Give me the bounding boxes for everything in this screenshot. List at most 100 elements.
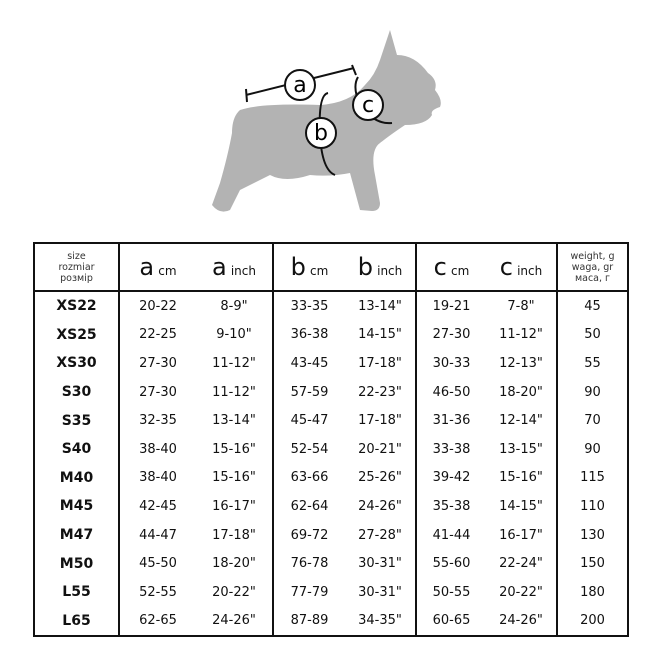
cell-weight: 90: [584, 384, 601, 400]
cell-size: M50: [34, 549, 120, 578]
cell-a-cm: 27-30: [139, 355, 177, 371]
cell-weight: 55: [584, 355, 601, 371]
cell-b-cm: 52-54: [290, 441, 329, 457]
cell-b-inch: 22-23": [345, 377, 417, 407]
cell-weight: 180: [580, 584, 605, 600]
table-row: M50 45-50 18-20" 76-78 30-31" 55-60 22-24" 150: [34, 549, 628, 578]
cell-a-inch: 13-14": [196, 406, 274, 435]
cell-a-cm: 20-22: [139, 298, 177, 314]
cell-b-cm: 77-79: [290, 584, 329, 600]
cell-c-cm: 39-42: [432, 470, 471, 486]
table-row: M47 44-47 17-18" 69-72 27-28" 41-44 16-17" 130: [34, 520, 628, 550]
cell-size: XS22: [34, 291, 120, 321]
cell-size: M47: [34, 520, 120, 550]
cell-b-inch: 27-28": [345, 520, 417, 550]
svg-text:b: b: [314, 121, 328, 146]
cell-size: S30: [34, 377, 120, 407]
cell-a-cm: 32-35: [139, 413, 177, 429]
cell-c-inch: 12-14": [486, 406, 558, 435]
cell-a-inch: 15-16": [196, 434, 274, 464]
cell-b-inch: 17-18": [345, 349, 417, 378]
cell-c-cm: 50-55: [432, 584, 471, 600]
table-row: S40 38-40 15-16" 52-54 20-21" 33-38 13-15" 90: [34, 434, 628, 464]
cell-c-cm: 19-21: [432, 298, 471, 314]
cell-a-inch: 15-16": [196, 463, 274, 493]
label-c-icon: c: [352, 89, 384, 121]
cell-size: M45: [34, 492, 120, 521]
cell-a-cm: 52-55: [139, 584, 177, 600]
table-row: L55 52-55 20-22" 77-79 30-31" 50-55 20-22" 180: [34, 577, 628, 607]
header-c-inch: c inch: [486, 243, 558, 292]
cell-weight: 110: [580, 498, 605, 514]
cell-a-inch: 9-10": [196, 320, 274, 350]
cell-c-inch: 13-15": [486, 434, 558, 464]
table-row: M40 38-40 15-16" 63-66 25-26" 39-42 15-16" 115: [34, 463, 628, 493]
cell-c-inch: 16-17": [486, 520, 558, 550]
cell-weight: 70: [584, 413, 601, 429]
cell-a-cm: 45-50: [139, 556, 177, 572]
header-a-inch: a inch: [196, 243, 274, 292]
header-c-cm: c cm: [416, 243, 486, 292]
cell-c-inch: 24-26": [486, 606, 558, 637]
cell-weight: 90: [584, 441, 601, 457]
cell-b-cm: 62-64: [290, 498, 329, 514]
cell-b-inch: 17-18": [345, 406, 417, 435]
cell-b-cm: 87-89: [290, 613, 329, 629]
cell-size: XS30: [34, 349, 120, 378]
table-row: XS25 22-25 9-10" 36-38 14-15" 27-30 11-12" 50: [34, 320, 628, 350]
cell-b-inch: 13-14": [345, 291, 417, 321]
header-b-inch: b inch: [345, 243, 417, 292]
table-row: XS30 27-30 11-12" 43-45 17-18" 30-33 12-13" 55: [34, 349, 628, 378]
cell-b-inch: 34-35": [345, 606, 417, 637]
cell-a-cm: 62-65: [139, 613, 177, 629]
cell-c-inch: 18-20": [486, 377, 558, 407]
cell-a-inch: 24-26": [196, 606, 274, 637]
cell-size: L55: [34, 577, 120, 607]
cell-a-inch: 20-22": [196, 577, 274, 607]
cell-c-inch: 20-22": [486, 577, 558, 607]
cell-weight: 130: [580, 527, 605, 543]
cell-weight: 200: [580, 613, 605, 629]
cell-b-cm: 63-66: [290, 470, 329, 486]
cell-a-inch: 11-12": [196, 377, 274, 407]
cell-c-cm: 33-38: [432, 441, 471, 457]
cell-c-inch: 12-13": [486, 349, 558, 378]
header-row: size rozmiar розмір a cm a inch b cm b inc…: [34, 243, 628, 292]
table-row: S35 32-35 13-14" 45-47 17-18" 31-36 12-14" 70: [34, 406, 628, 435]
cell-a-cm: 42-45: [139, 498, 177, 514]
header-size: size rozmiar розмір: [34, 243, 120, 292]
header-b-cm: b cm: [273, 243, 345, 292]
label-a-icon: a: [284, 69, 316, 101]
cell-b-inch: 25-26": [345, 463, 417, 493]
cell-a-inch: 11-12": [196, 349, 274, 378]
cell-c-cm: 55-60: [432, 556, 471, 572]
cell-c-inch: 22-24": [486, 549, 558, 578]
cell-a-inch: 18-20": [196, 549, 274, 578]
cell-b-cm: 43-45: [290, 355, 329, 371]
cell-b-inch: 30-31": [345, 549, 417, 578]
cell-b-inch: 20-21": [345, 434, 417, 464]
table-row: S30 27-30 11-12" 57-59 22-23" 46-50 18-20" 90: [34, 377, 628, 407]
cell-weight: 45: [584, 298, 601, 314]
svg-text:c: c: [362, 93, 374, 118]
cell-b-cm: 69-72: [290, 527, 329, 543]
cell-c-cm: 60-65: [432, 613, 471, 629]
cell-b-inch: 24-26": [345, 492, 417, 521]
svg-text:a: a: [293, 73, 306, 98]
cell-weight: 50: [584, 327, 601, 343]
cell-a-cm: 44-47: [139, 527, 177, 543]
size-chart-table: size rozmiar розмір a cm a inch b cm b inc…: [33, 242, 629, 638]
cell-size: XS25: [34, 320, 120, 350]
cell-c-cm: 30-33: [432, 355, 471, 371]
cell-c-cm: 27-30: [432, 327, 471, 343]
cell-c-cm: 46-50: [432, 384, 471, 400]
cell-c-inch: 7-8": [486, 291, 558, 321]
cell-c-cm: 41-44: [432, 527, 471, 543]
cell-a-cm: 38-40: [139, 470, 177, 486]
table-row: XS22 20-22 8-9" 33-35 13-14" 19-21 7-8" 45: [34, 291, 628, 321]
cell-size: S40: [34, 434, 120, 464]
cell-a-cm: 27-30: [139, 384, 177, 400]
cell-c-inch: 11-12": [486, 320, 558, 350]
cell-b-inch: 14-15": [345, 320, 417, 350]
cell-a-inch: 16-17": [196, 492, 274, 521]
